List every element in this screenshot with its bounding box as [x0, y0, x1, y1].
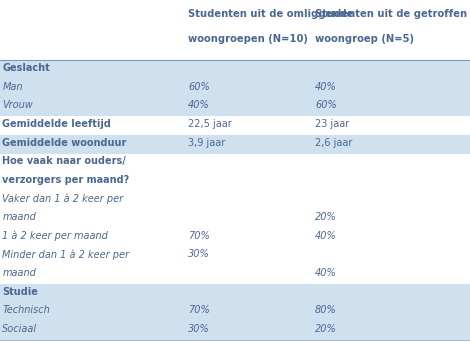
- Text: 40%: 40%: [315, 268, 337, 278]
- Text: 3,9 jaar: 3,9 jaar: [188, 138, 225, 148]
- Text: Vrouw: Vrouw: [2, 100, 33, 110]
- Text: 30%: 30%: [188, 249, 210, 259]
- Text: 22,5 jaar: 22,5 jaar: [188, 119, 232, 129]
- Bar: [0, 284, 470, 303]
- Text: 70%: 70%: [188, 305, 210, 315]
- Text: 40%: 40%: [315, 231, 337, 241]
- Text: Studie: Studie: [2, 287, 38, 297]
- Text: maand: maand: [2, 212, 36, 222]
- Text: 20%: 20%: [315, 212, 337, 222]
- Bar: [0, 135, 470, 154]
- Text: 60%: 60%: [315, 100, 337, 110]
- Text: Hoe vaak naar ouders/: Hoe vaak naar ouders/: [2, 156, 126, 166]
- Bar: [0, 303, 470, 321]
- Text: Technisch: Technisch: [2, 305, 50, 315]
- Text: Man: Man: [2, 82, 23, 92]
- Text: woongroep (N=5): woongroep (N=5): [315, 34, 414, 45]
- Text: 23 jaar: 23 jaar: [315, 119, 349, 129]
- Text: Studenten uit de getroffen: Studenten uit de getroffen: [315, 9, 467, 19]
- Text: 80%: 80%: [315, 305, 337, 315]
- Text: 40%: 40%: [188, 100, 210, 110]
- Text: 30%: 30%: [188, 324, 210, 334]
- Bar: [0, 321, 470, 340]
- Text: 20%: 20%: [315, 324, 337, 334]
- Text: 2,6 jaar: 2,6 jaar: [315, 138, 352, 148]
- Text: Vaker dan 1 à 2 keer per: Vaker dan 1 à 2 keer per: [2, 194, 124, 204]
- Text: Gemiddelde leeftijd: Gemiddelde leeftijd: [2, 119, 111, 129]
- Text: Gemiddelde woonduur: Gemiddelde woonduur: [2, 138, 127, 148]
- Text: 70%: 70%: [188, 231, 210, 241]
- Text: Minder dan 1 à 2 keer per: Minder dan 1 à 2 keer per: [2, 249, 129, 260]
- Text: maand: maand: [2, 268, 36, 278]
- Text: Studenten uit de omliggende: Studenten uit de omliggende: [188, 9, 353, 19]
- Text: 1 à 2 keer per maand: 1 à 2 keer per maand: [2, 231, 108, 241]
- Bar: [0, 98, 470, 116]
- Text: verzorgers per maand?: verzorgers per maand?: [2, 175, 130, 185]
- Text: Geslacht: Geslacht: [2, 63, 50, 73]
- Text: Sociaal: Sociaal: [2, 324, 38, 334]
- Text: 60%: 60%: [188, 82, 210, 92]
- Text: woongroepen (N=10): woongroepen (N=10): [188, 34, 308, 45]
- Bar: [0, 60, 470, 79]
- Bar: [0, 79, 470, 98]
- Text: 40%: 40%: [315, 82, 337, 92]
